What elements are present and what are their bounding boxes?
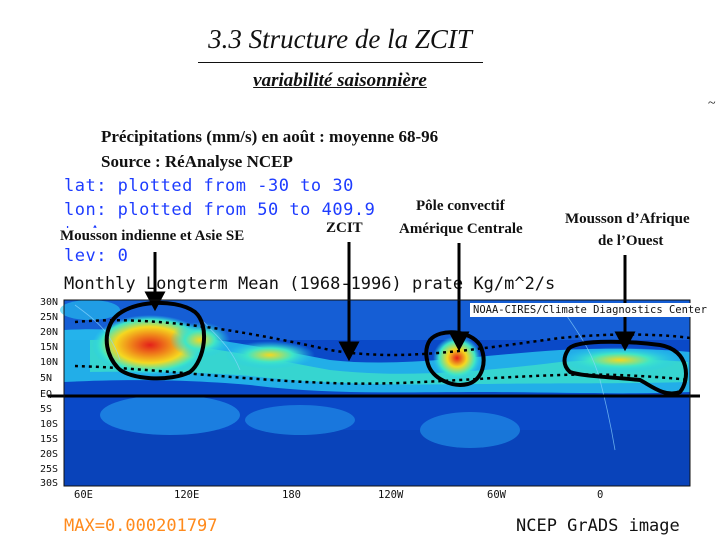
lat-tick: 25N — [40, 312, 59, 323]
map-frame — [63, 299, 691, 487]
slide-title: 3.3 Structure de la ZCIT — [208, 24, 472, 54]
lat-tick: 10S — [40, 419, 59, 430]
central-america-maximum — [433, 336, 481, 380]
meta-lat: lat: plotted from -30 to 30 — [64, 176, 354, 196]
meta-lev: lev: 0 — [64, 246, 129, 266]
title-underline — [198, 62, 483, 63]
lon-tick: 0 — [597, 489, 604, 501]
description-line-1: Précipitations (mm/s) en août : moyenne … — [101, 127, 439, 146]
description-line-2: Source : RéAnalyse NCEP — [101, 152, 293, 171]
lat-tick: 30N — [40, 297, 59, 308]
map-credit: NOAA-CIRES/Climate Diagnostics Center — [470, 303, 710, 317]
slide-subtitle: variabilité saisonnière — [253, 70, 427, 91]
lon-tick: 60W — [487, 489, 506, 501]
lon-tick: 60E — [74, 489, 93, 501]
annotation-mousson-indienne: Mousson indienne et Asie SE — [58, 228, 247, 245]
annotation-pole-line1: Pôle convectif — [416, 198, 505, 214]
lon-tick: 120W — [378, 489, 404, 501]
meta-lon: lon: plotted from 50 to 409.9 — [64, 200, 376, 220]
lat-tick: 10N — [40, 357, 59, 368]
corner-mark: ~ — [708, 96, 716, 111]
annotation-afrique-line1: Mousson d’Afrique — [565, 211, 690, 227]
lat-tick: EQ — [40, 389, 53, 400]
west-africa-band — [560, 347, 680, 373]
annotation-pole-line2: Amérique Centrale — [399, 221, 523, 237]
annotation-afrique-line2: de l’Ouest — [598, 233, 664, 249]
annotation-zcit: ZCIT — [326, 220, 363, 236]
lat-tick: 15S — [40, 434, 59, 445]
lat-tick: 5N — [40, 373, 53, 384]
lat-tick: 5S — [40, 404, 53, 415]
ncep-grads-label: NCEP GrADS image — [516, 516, 680, 536]
lon-tick: 120E — [174, 489, 200, 501]
lat-tick: 20S — [40, 449, 59, 460]
itcz-dotted-line-north — [74, 319, 691, 357]
lon-tick: 180 — [282, 489, 301, 501]
lat-tick: 20N — [40, 327, 59, 338]
lat-tick: 30S — [40, 478, 59, 489]
map-title: Monthly Longterm Mean (1968-1996) prate … — [64, 274, 556, 294]
lat-tick: 25S — [40, 464, 59, 475]
west-africa-outline — [562, 339, 688, 396]
lat-tick: 15N — [40, 342, 59, 353]
max-value-label: MAX=0.000201797 — [64, 516, 218, 536]
